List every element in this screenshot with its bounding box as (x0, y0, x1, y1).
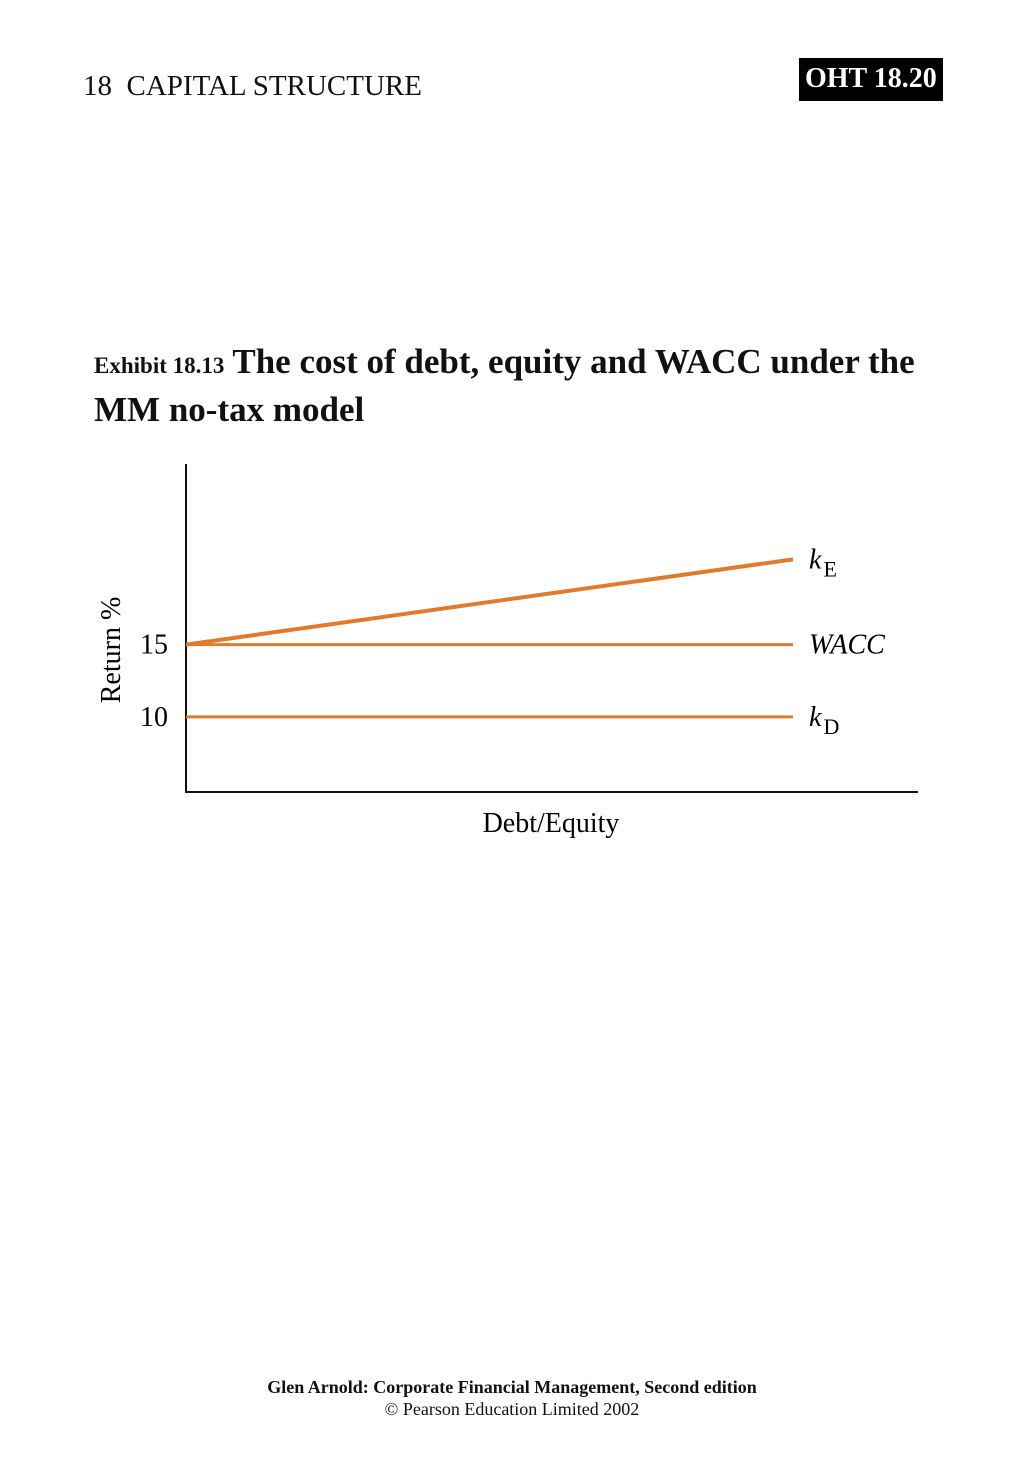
chapter-heading: 18 CAPITAL STRUCTURE (83, 70, 422, 102)
series-label-0: kE (809, 544, 837, 581)
footer-book: Glen Arnold: Corporate Financial Managem… (267, 1377, 757, 1397)
oht-badge: OHT 18.20 (799, 58, 943, 101)
y-axis-label: Return % (96, 597, 127, 704)
exhibit-title: The cost of debt, equity and WACC under … (94, 342, 915, 429)
series-label-2: kD (809, 702, 839, 739)
x-axis-label: Debt/Equity (483, 808, 620, 839)
series-layer: kE WACC kD (185, 544, 885, 739)
footer-copyright: © Pearson Education Limited 2002 (384, 1399, 640, 1419)
exhibit-number: Exhibit 18.13 (94, 353, 225, 378)
y-tick-label-0: 15 (140, 630, 168, 661)
y-tick-label-1: 10 (140, 702, 168, 733)
series-label-1: WACC (809, 630, 885, 661)
footer: Glen Arnold: Corporate Financial Managem… (0, 1376, 1024, 1420)
series-line-0 (185, 557, 794, 647)
exhibit-heading: Exhibit 18.13 The cost of debt, equity an… (94, 340, 974, 432)
